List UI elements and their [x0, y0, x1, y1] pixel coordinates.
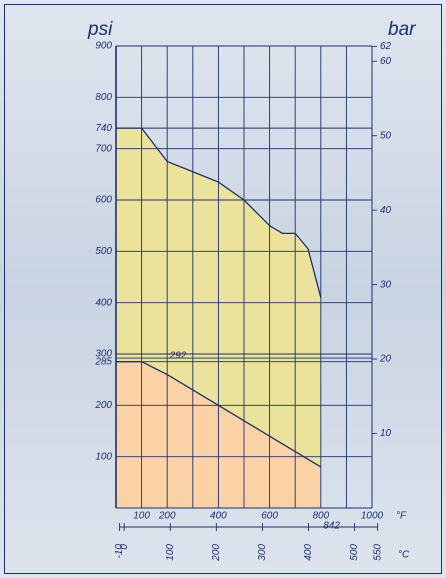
x2-tick-label: 0 — [119, 544, 130, 550]
x2-tick-label: 300 — [257, 544, 268, 561]
y-tick-label: 400 — [95, 297, 112, 308]
x2-tick-label: 400 — [303, 544, 314, 561]
y-tick-label: 600 — [95, 195, 112, 206]
y-axis-title: psi — [87, 19, 113, 40]
y-tick-label: 300 — [95, 349, 112, 360]
y2-tick-label: 50 — [380, 130, 392, 141]
y-tick-label: 740 — [95, 123, 112, 134]
y-tick-label: 900 — [95, 41, 112, 52]
y2-tick-label: 60 — [380, 56, 392, 67]
y2-tick-label: 20 — [379, 354, 392, 365]
x2-tick-label: 550 — [372, 544, 383, 561]
annotation: 842 — [323, 521, 340, 532]
x-tick-label: 600 — [261, 511, 278, 522]
y2-tick-label: 30 — [380, 279, 392, 290]
x-tick-label: 400 — [210, 511, 227, 522]
y-tick-label: 800 — [95, 92, 112, 103]
x2-tick-label: 500 — [349, 544, 360, 561]
y-tick-label: 100 — [95, 451, 112, 462]
x-axis-title: °F — [396, 511, 407, 522]
annotation: 292 — [169, 351, 187, 362]
chart: psi bar °F °C 10020040060080010001002002… — [0, 0, 446, 578]
x-tick-label: 200 — [158, 511, 176, 522]
x-tick-label: 1000 — [361, 511, 384, 522]
y2-tick-label: 10 — [380, 428, 392, 439]
y-tick-label: 500 — [95, 246, 112, 257]
x2-tick-label: 100 — [165, 544, 176, 561]
x2-axis-title: °C — [398, 550, 410, 561]
y-tick-label: 700 — [95, 143, 112, 154]
x-tick-label: 100 — [133, 511, 150, 522]
y2-axis-title: bar — [388, 19, 416, 40]
y-tick-label: 200 — [94, 400, 112, 411]
x2-tick-label: 200 — [211, 544, 222, 562]
y2-tick-label: 40 — [380, 205, 392, 216]
y2-tick-label: 62 — [380, 41, 392, 52]
